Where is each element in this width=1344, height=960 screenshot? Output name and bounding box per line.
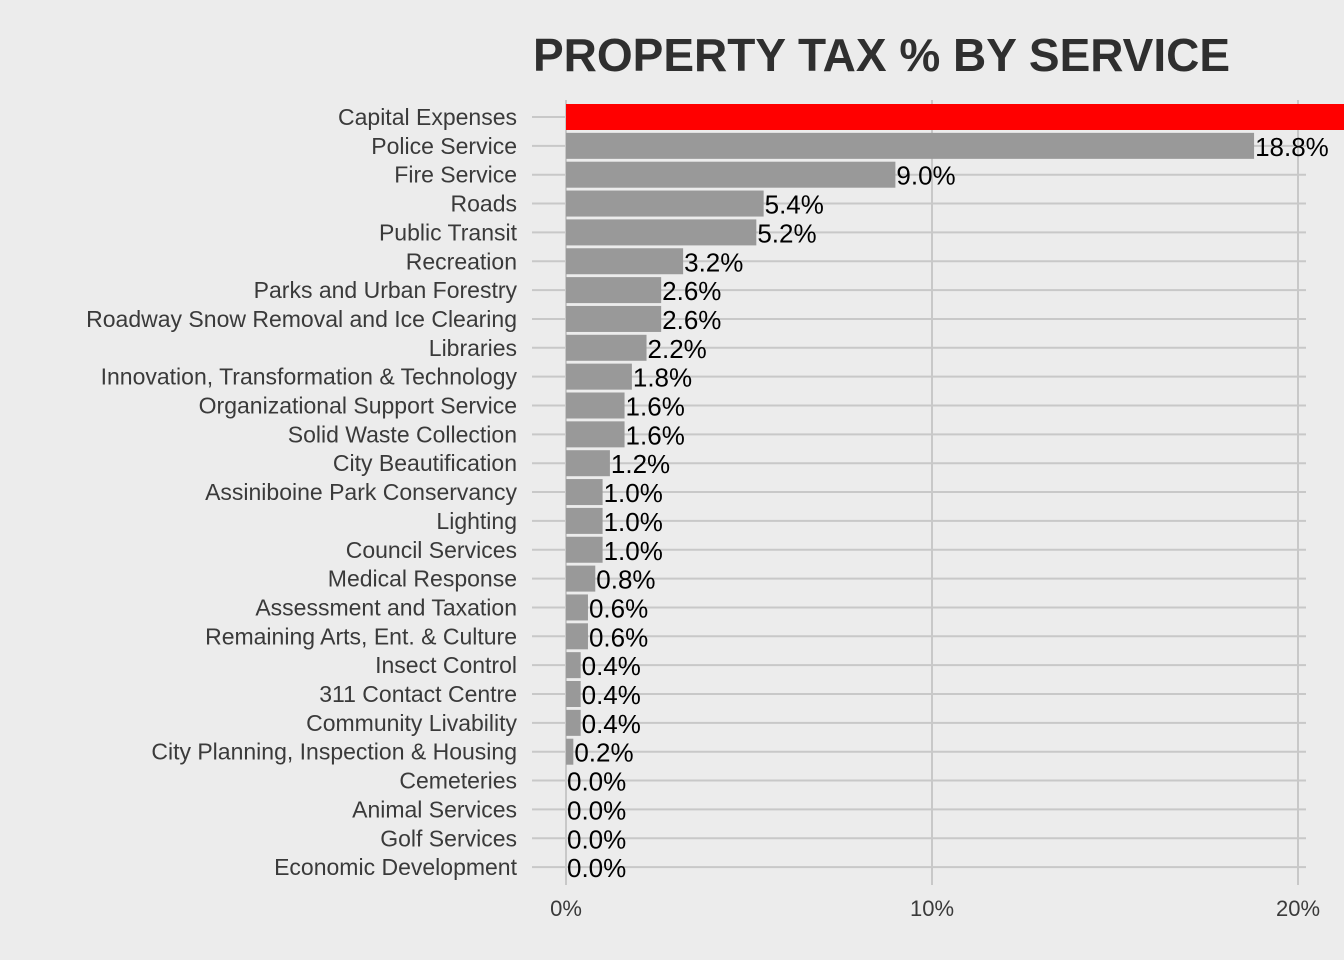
data-label: 1.0% [604,478,663,508]
data-label: 2.6% [662,305,721,335]
category-label: Public Transit [379,219,518,245]
category-label: Libraries [429,335,517,361]
category-label: Solid Waste Collection [288,421,517,447]
data-label: 0.4% [582,709,641,739]
bar [566,392,625,419]
bar [566,738,574,765]
category-label: Assiniboine Park Conservancy [205,479,517,505]
bar [566,190,764,217]
bar [566,536,603,563]
bar [566,219,757,246]
category-label: Innovation, Transformation & Technology [101,364,518,390]
data-label: 5.2% [757,218,816,248]
data-label: 0.0% [567,767,626,797]
data-label: 1.6% [626,420,685,450]
category-label: Roads [451,191,517,217]
data-label: 0.6% [589,593,648,623]
data-label: 5.4% [765,190,824,220]
bar [566,421,625,448]
category-label: Insect Control [375,652,517,678]
category-label: Animal Services [352,796,517,822]
bar [566,161,896,188]
data-label: 2.2% [648,334,707,364]
data-label: 2.6% [662,276,721,306]
labels-layer: 0%10%20%30%40%Capital Expenses38.4%Polic… [86,104,1329,921]
data-label: 9.0% [896,161,955,191]
category-label: Cemeteries [399,768,517,794]
category-label: Recreation [406,248,517,274]
bar [566,305,662,332]
bars-layer [566,104,1344,765]
x-tick-label: 0% [550,896,582,921]
category-label: Assessment and Taxation [255,594,517,620]
bar [566,652,581,679]
bar [566,479,603,506]
data-label: 0.4% [582,651,641,681]
category-label: Council Services [346,537,517,563]
category-label: Fire Service [394,162,517,188]
bar [566,594,588,621]
category-label: 311 Contact Centre [319,681,517,707]
category-label: Lighting [436,508,517,534]
data-label: 0.0% [567,795,626,825]
category-label: Capital Expenses [338,104,517,130]
category-label: Roadway Snow Removal and Ice Clearing [86,306,517,332]
data-label: 0.0% [567,853,626,883]
category-label: Community Livability [306,710,517,736]
data-label: 1.6% [626,392,685,422]
bar [566,709,581,736]
bar [566,450,610,477]
bar [566,248,684,275]
data-label: 0.0% [567,824,626,854]
data-label: 3.2% [684,247,743,277]
data-label: 1.2% [611,449,670,479]
data-label: 18.8% [1255,132,1329,162]
bar [566,334,647,361]
data-label: 1.0% [604,536,663,566]
data-label: 0.4% [582,680,641,710]
bar [566,132,1255,159]
data-label: 1.8% [633,363,692,393]
category-label: City Beautification [333,450,517,476]
data-label: 0.2% [574,738,633,768]
category-label: Parks and Urban Forestry [254,277,518,303]
chart-title: PROPERTY TAX % BY SERVICE [533,29,1231,81]
data-label: 0.8% [596,565,655,595]
category-label: Economic Development [274,854,518,880]
bar [566,681,581,707]
category-label: Organizational Support Service [199,393,517,419]
bar [566,507,603,534]
bar [566,565,596,592]
bar [566,363,632,390]
bar [566,277,662,304]
x-tick-label: 10% [910,896,954,921]
category-label: Remaining Arts, Ent. & Culture [205,623,517,649]
x-tick-label: 20% [1276,896,1320,921]
data-label: 0.6% [589,622,648,652]
bar [566,623,588,650]
category-label: Medical Response [328,566,517,592]
data-label: 1.0% [604,507,663,537]
category-label: Police Service [371,133,517,159]
category-label: City Planning, Inspection & Housing [151,739,517,765]
category-label: Golf Services [380,825,517,851]
bar [566,104,1344,130]
